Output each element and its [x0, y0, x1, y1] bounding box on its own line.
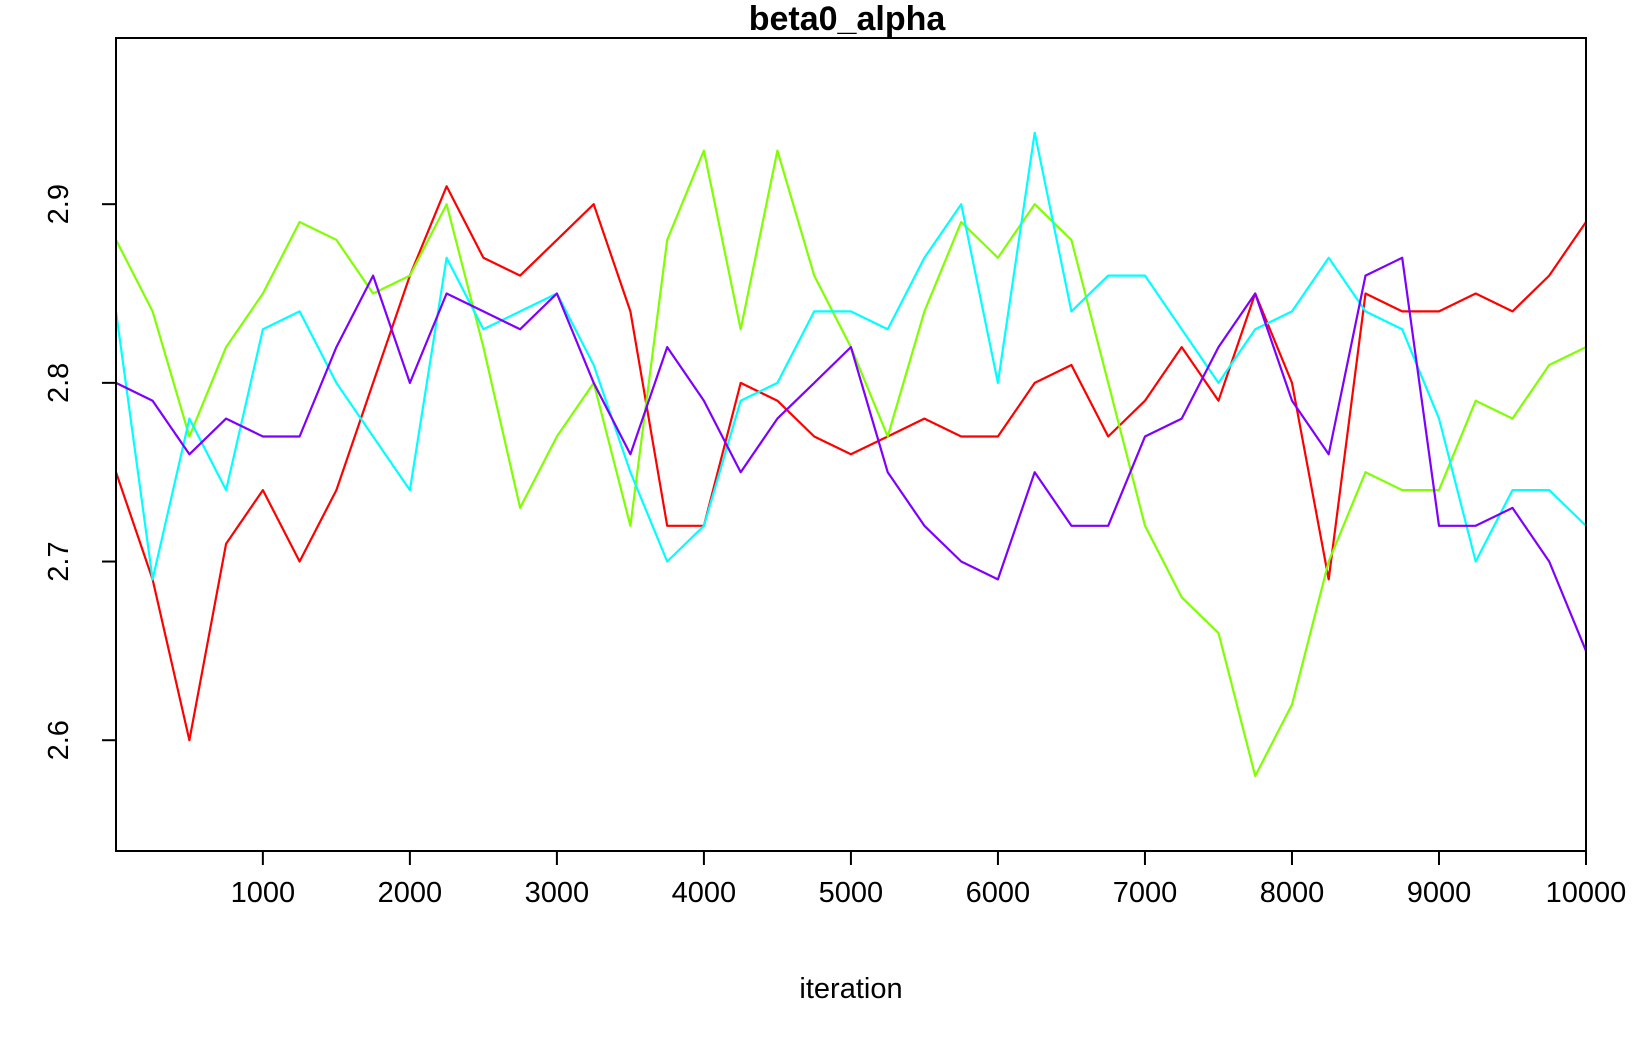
x-tick-label: 3000 — [525, 877, 590, 909]
x-tick-label: 8000 — [1260, 877, 1325, 909]
x-tick-label: 9000 — [1407, 877, 1472, 909]
series-line-3 — [114, 131, 1587, 581]
x-tick-label: 1000 — [231, 877, 296, 909]
x-tick-label: 6000 — [966, 877, 1031, 909]
series-line-1 — [114, 185, 1587, 742]
y-tick-label: 2.9 — [43, 184, 75, 224]
x-axis: 1000 2000 3000 4000 5000 6000 7000 8000 9000 1000… — [231, 851, 1627, 909]
y-axis: 2.6 2.7 2.8 2.9 — [43, 184, 116, 760]
y-tick-label: 2.7 — [43, 541, 75, 581]
y-tick-label: 2.8 — [43, 363, 75, 403]
x-tick-label: 2000 — [378, 877, 443, 909]
plot-frame — [115, 37, 1587, 852]
series-line-4 — [115, 256, 1588, 652]
x-tick-label: 5000 — [819, 877, 884, 909]
series-layer — [114, 131, 1588, 778]
x-tick-label: 4000 — [672, 877, 737, 909]
x-tick-label: 10000 — [1546, 877, 1627, 909]
x-axis-title: iteration — [799, 973, 902, 1005]
x-tick-label: 7000 — [1113, 877, 1178, 909]
series-line-2 — [115, 149, 1587, 778]
y-tick-label: 2.6 — [43, 720, 75, 760]
chart-title: beta0_alpha — [749, 0, 947, 38]
